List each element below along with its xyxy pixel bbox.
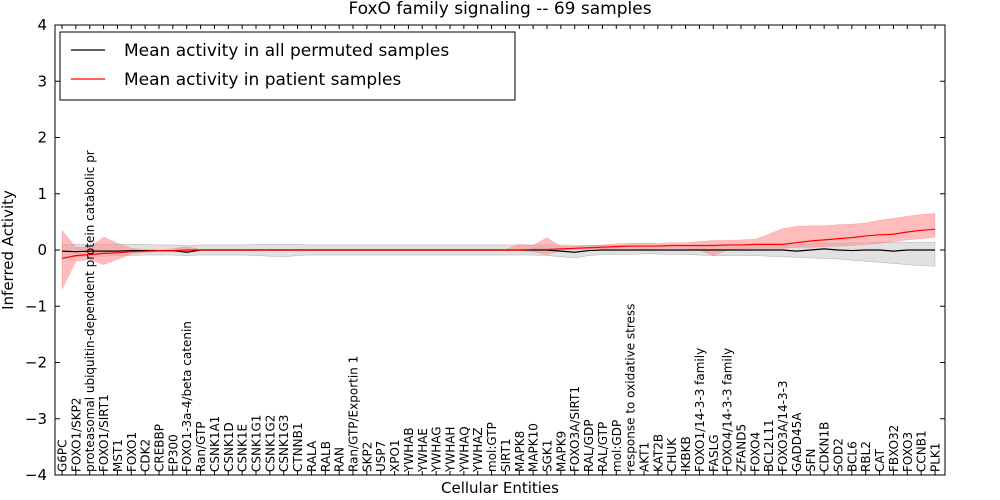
x-tick-label: YWHAG <box>430 426 444 473</box>
legend-box <box>59 31 516 101</box>
y-tick-label: −2 <box>25 354 47 372</box>
x-tick-label: USP7 <box>374 441 388 472</box>
legend-label-patient: Mean activity in patient samples <box>124 70 401 90</box>
x-tick-label: IKBKB <box>679 436 693 472</box>
x-tick-label: SIRT1 <box>499 438 513 472</box>
x-tick-label: CHUK <box>665 437 679 472</box>
x-tick-label: proteasomal ubiquitin-dependent protein … <box>83 150 97 472</box>
x-tick-label: SOD2 <box>832 438 846 472</box>
x-tick-label: SKP2 <box>360 442 374 472</box>
x-tick-label: KAT2B <box>651 434 665 472</box>
y-tick-label: 1 <box>37 185 47 203</box>
y-tick-label: 0 <box>37 241 47 259</box>
x-tick-label: RAL/GTP <box>596 422 610 472</box>
x-tick-label: CAT <box>873 448 887 472</box>
x-tick-label: PLK1 <box>929 443 943 472</box>
x-tick-label: XPO1 <box>388 439 402 472</box>
x-tick-label: CCNB1 <box>915 430 929 472</box>
x-tick-label: RAN <box>333 447 347 472</box>
x-tick-label: FOXO1 <box>125 432 139 472</box>
x-tick-label: MAPK8 <box>513 431 527 472</box>
x-tick-label: FBXO32 <box>887 425 901 472</box>
x-tick-label: Ran/GTP <box>194 421 208 472</box>
x-tick-label: mol:GTP <box>485 422 499 472</box>
x-tick-label: FOXO1/SKP2 <box>69 397 83 472</box>
legend-label-permuted: Mean activity in all permuted samples <box>124 41 449 61</box>
x-tick-label: EP300 <box>166 434 180 472</box>
plot-area: −4 −3 −2 −1 0 1 2 3 4 G6PC FOXO1/SKP2 proteasomal u… <box>25 16 946 484</box>
x-tick-label: CDK2 <box>139 439 153 472</box>
x-tick-label: RBL2 <box>859 441 873 472</box>
x-tick-label: RAL/GDP <box>582 419 596 472</box>
y-tick-label: 3 <box>37 72 47 90</box>
y-tick-label: 2 <box>37 129 47 147</box>
x-tick-label: CSNK1G2 <box>263 415 277 472</box>
x-tick-label: BCL6 <box>845 441 859 472</box>
x-tick-label: RALA <box>305 440 319 472</box>
x-tick-label: FOXO4 <box>748 432 762 472</box>
x-tick-label: CREBBP <box>153 424 167 472</box>
x-tick-label: mol:GDP <box>610 420 624 472</box>
x-tick-label: MAPK9 <box>554 431 568 472</box>
x-tick-label: FOXO3A/SIRT1 <box>568 386 582 472</box>
x-tick-label: MAPK10 <box>527 423 541 472</box>
x-tick-label: FOXO1-3a-4/beta catenin <box>180 321 194 472</box>
x-tick-label: YWHAB <box>402 427 416 473</box>
x-tick-label: SGK1 <box>541 440 555 472</box>
y-tick-label: −3 <box>25 410 47 428</box>
y-tick-label: 4 <box>37 16 47 34</box>
x-tick-label: CDKN1B <box>818 422 832 472</box>
x-tick-label: YWHAE <box>416 428 430 473</box>
x-tick-label: FOXO1/SIRT1 <box>97 394 111 472</box>
x-tick-label: FOXO1/14-3-3 family <box>693 348 707 472</box>
legend: Mean activity in all permuted samples Mea… <box>59 31 516 101</box>
series-line-patient <box>61 228 936 260</box>
x-tick-label: BCL2L11 <box>762 419 776 472</box>
x-tick-label: YWHAH <box>444 427 458 473</box>
y-tick-label: −4 <box>25 466 47 484</box>
x-tick-label: FOXO4/14-3-3 family <box>721 348 735 472</box>
x-tick-label: SFN <box>804 449 818 473</box>
x-tick-label: FASLG <box>707 434 721 472</box>
x-tick-label: CSNK1A1 <box>208 416 222 472</box>
x-tick-label: CTNNB1 <box>291 422 305 472</box>
x-tick-label: GADD45A <box>790 412 804 472</box>
y-tick-label: −1 <box>25 297 47 315</box>
x-tick-label: G6PC <box>56 439 70 472</box>
x-tick-label: Ran/GTP/Exportin 1 <box>347 356 361 472</box>
x-tick-label: ZFAND5 <box>735 424 749 472</box>
x-tick-label: FOXO3 <box>901 432 915 472</box>
x-axis-label: Cellular Entities <box>441 479 559 497</box>
x-tick-label: YWHAZ <box>471 427 485 473</box>
x-tick-label: MST1 <box>111 439 125 472</box>
x-tick-label: CSNK1D <box>222 422 236 472</box>
x-tick-label: YWHAQ <box>457 426 471 473</box>
x-tick-label: response to oxidative stress <box>624 304 638 472</box>
x-tick-label: RALB <box>319 441 333 472</box>
x-tick-label: CSNK1G1 <box>250 415 264 472</box>
chart-title: FoxO family signaling -- 69 samples <box>348 0 651 19</box>
x-tick-label: CSNK1G3 <box>277 415 291 472</box>
x-tick-label: AKT1 <box>638 442 652 472</box>
x-tick-label: CSNK1E <box>236 424 250 472</box>
x-tick-label: FOXO3A/14-3-3 <box>776 380 790 472</box>
y-axis-label: Inferred Activity <box>0 190 17 310</box>
